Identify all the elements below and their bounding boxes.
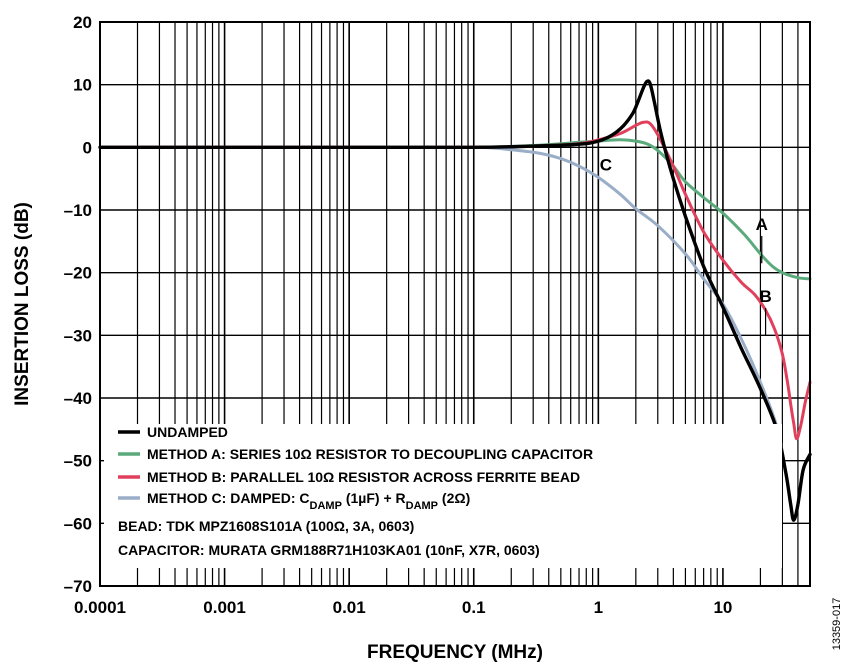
curve-label-a: A xyxy=(756,215,768,234)
legend-note: CAPACITOR: MURATA GRM188R71H103KA01 (10n… xyxy=(118,542,540,558)
x-tick-labels: 0.0001 0.001 0.01 0.1 1 10 xyxy=(74,598,732,617)
legend-note: BEAD: TDK MPZ1608S101A (100Ω, 3A, 0603) xyxy=(118,518,414,534)
x-tick-label: 0.1 xyxy=(462,598,486,617)
curve-label-c: C xyxy=(600,155,612,174)
y-tick-label: 0 xyxy=(83,138,92,157)
y-tick-label: 20 xyxy=(73,13,92,32)
y-tick-label: –30 xyxy=(64,326,92,345)
y-tick-label: –20 xyxy=(64,264,92,283)
legend-background xyxy=(104,424,782,568)
x-tick-label: 10 xyxy=(713,598,732,617)
x-tick-label: 0.0001 xyxy=(74,598,126,617)
y-tick-label: –70 xyxy=(64,577,92,596)
x-tick-label: 0.01 xyxy=(333,598,366,617)
x-tick-label: 1 xyxy=(594,598,603,617)
y-axis-title: INSERTION LOSS (dB) xyxy=(12,202,33,406)
y-tick-labels: 20 10 0 –10 –20 –30 –40 –50 –60 –70 xyxy=(64,13,92,596)
y-tick-label: –10 xyxy=(64,201,92,220)
series-line-undamped xyxy=(98,79,812,522)
plot-frame xyxy=(99,21,811,587)
legend: UNDAMPED METHOD A: SERIES 10Ω RESISTOR TO… xyxy=(104,424,782,568)
curve-label-b: B xyxy=(759,287,771,306)
y-tick-label: –50 xyxy=(64,452,92,471)
y-tick-label: –40 xyxy=(64,389,92,408)
x-axis-title: FREQUENCY (MHz) xyxy=(367,642,543,663)
y-tick-label: –60 xyxy=(64,514,92,533)
legend-entry-method-b: METHOD B: PARALLEL 10Ω RESISTOR ACROSS F… xyxy=(147,469,580,485)
legend-entry-method-c: METHOD C: DAMPED: CDAMP (1µF) + RDAMP (2… xyxy=(147,490,470,512)
y-tick-label: 10 xyxy=(73,76,92,95)
figure-id: 13359-017 xyxy=(831,598,843,651)
legend-entry-method-a: METHOD A: SERIES 10Ω RESISTOR TO DECOUPL… xyxy=(147,446,593,462)
series-lines xyxy=(98,79,812,522)
curve-annotations: A B C xyxy=(600,155,772,336)
legend-entry-undamped: UNDAMPED xyxy=(147,424,228,440)
x-tick-label: 0.001 xyxy=(203,598,246,617)
